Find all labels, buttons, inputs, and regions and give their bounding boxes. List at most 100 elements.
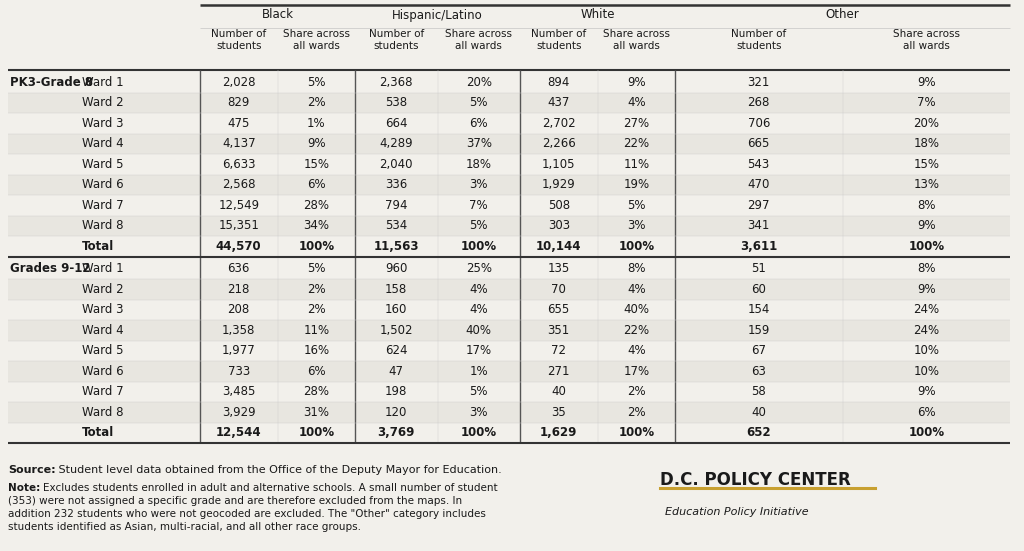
- Text: Ward 8: Ward 8: [82, 406, 124, 419]
- Text: 2%: 2%: [307, 303, 326, 316]
- Text: 3,929: 3,929: [222, 406, 256, 419]
- Text: 10%: 10%: [913, 344, 939, 357]
- Text: 2%: 2%: [307, 96, 326, 109]
- Text: Share across: Share across: [603, 29, 670, 39]
- Text: 5%: 5%: [469, 385, 488, 398]
- Text: 17%: 17%: [624, 365, 649, 378]
- Text: 15%: 15%: [913, 158, 939, 171]
- Text: 47: 47: [389, 365, 403, 378]
- Text: 7%: 7%: [469, 199, 488, 212]
- Text: 100%: 100%: [618, 426, 654, 439]
- Text: 3,769: 3,769: [378, 426, 415, 439]
- Text: 18%: 18%: [913, 137, 939, 150]
- Bar: [8, 402, 1010, 423]
- Text: 51: 51: [752, 262, 766, 276]
- Text: 664: 664: [385, 117, 408, 129]
- Text: 624: 624: [385, 344, 408, 357]
- Text: 1,977: 1,977: [222, 344, 256, 357]
- Text: 208: 208: [227, 303, 250, 316]
- Text: 160: 160: [385, 303, 408, 316]
- Text: 2%: 2%: [627, 406, 645, 419]
- Text: 12,549: 12,549: [218, 199, 259, 212]
- Text: 60: 60: [752, 283, 766, 296]
- Text: 538: 538: [385, 96, 408, 109]
- Bar: [8, 320, 1010, 341]
- Bar: [8, 215, 1010, 236]
- Text: students: students: [736, 41, 781, 51]
- Bar: [8, 133, 1010, 154]
- Text: 17%: 17%: [466, 344, 492, 357]
- Text: 63: 63: [752, 365, 766, 378]
- Text: Source:: Source:: [8, 465, 55, 475]
- Text: Number of: Number of: [531, 29, 587, 39]
- Text: 158: 158: [385, 283, 408, 296]
- Text: 58: 58: [752, 385, 766, 398]
- Text: 303: 303: [548, 219, 569, 233]
- Text: 6%: 6%: [916, 406, 936, 419]
- Text: 9%: 9%: [916, 385, 936, 398]
- Text: students: students: [536, 41, 582, 51]
- Text: 5%: 5%: [627, 199, 645, 212]
- Text: 341: 341: [748, 219, 770, 233]
- Text: 8%: 8%: [918, 199, 936, 212]
- Text: PK3-Grade 8: PK3-Grade 8: [10, 75, 93, 89]
- Text: 655: 655: [548, 303, 570, 316]
- Text: 135: 135: [548, 262, 570, 276]
- Text: Share across: Share across: [283, 29, 350, 39]
- Text: 10,144: 10,144: [536, 240, 582, 253]
- Text: Number of: Number of: [369, 29, 424, 39]
- Text: 733: 733: [227, 365, 250, 378]
- Text: 271: 271: [548, 365, 570, 378]
- Text: Number of: Number of: [731, 29, 786, 39]
- Text: 297: 297: [748, 199, 770, 212]
- Text: 24%: 24%: [913, 324, 939, 337]
- Text: 18%: 18%: [466, 158, 492, 171]
- Text: 4%: 4%: [627, 283, 645, 296]
- Text: 2,568: 2,568: [222, 179, 256, 191]
- Text: 829: 829: [227, 96, 250, 109]
- Text: all wards: all wards: [456, 41, 502, 51]
- Text: Ward 4: Ward 4: [82, 137, 124, 150]
- Text: Ward 6: Ward 6: [82, 365, 124, 378]
- Text: 1,105: 1,105: [542, 158, 575, 171]
- Text: 3%: 3%: [627, 219, 645, 233]
- Text: 1,929: 1,929: [542, 179, 575, 191]
- Text: Ward 1: Ward 1: [82, 262, 124, 276]
- Text: Black: Black: [261, 8, 294, 21]
- Text: 100%: 100%: [461, 426, 497, 439]
- Text: Ward 4: Ward 4: [82, 324, 124, 337]
- Text: 40: 40: [752, 406, 766, 419]
- Text: 28%: 28%: [303, 199, 330, 212]
- Text: students identified as Asian, multi-racial, and all other race groups.: students identified as Asian, multi-raci…: [8, 522, 361, 532]
- Text: 2,028: 2,028: [222, 75, 256, 89]
- Text: 22%: 22%: [624, 137, 649, 150]
- Text: 470: 470: [748, 179, 770, 191]
- Text: 40%: 40%: [466, 324, 492, 337]
- Text: 4%: 4%: [627, 344, 645, 357]
- Text: 100%: 100%: [908, 240, 944, 253]
- Text: 6%: 6%: [307, 179, 326, 191]
- Text: 665: 665: [748, 137, 770, 150]
- Text: 2,702: 2,702: [542, 117, 575, 129]
- Text: 27%: 27%: [624, 117, 649, 129]
- Text: Other: Other: [825, 8, 859, 21]
- Text: 12,544: 12,544: [216, 426, 261, 439]
- Text: 3,485: 3,485: [222, 385, 255, 398]
- Text: Excludes students enrolled in adult and alternative schools. A small number of s: Excludes students enrolled in adult and …: [43, 483, 498, 493]
- Text: 9%: 9%: [916, 283, 936, 296]
- Text: 4%: 4%: [469, 303, 488, 316]
- Text: 11%: 11%: [624, 158, 649, 171]
- Text: 652: 652: [746, 426, 771, 439]
- Text: 20%: 20%: [466, 75, 492, 89]
- Text: 4%: 4%: [469, 283, 488, 296]
- Text: 4,137: 4,137: [222, 137, 256, 150]
- Text: 6%: 6%: [307, 365, 326, 378]
- Text: 1,629: 1,629: [540, 426, 578, 439]
- Text: Ward 6: Ward 6: [82, 179, 124, 191]
- Text: 9%: 9%: [627, 75, 645, 89]
- Text: 3,611: 3,611: [740, 240, 777, 253]
- Text: 19%: 19%: [624, 179, 649, 191]
- Text: 218: 218: [227, 283, 250, 296]
- Text: 9%: 9%: [916, 219, 936, 233]
- Text: 1%: 1%: [307, 117, 326, 129]
